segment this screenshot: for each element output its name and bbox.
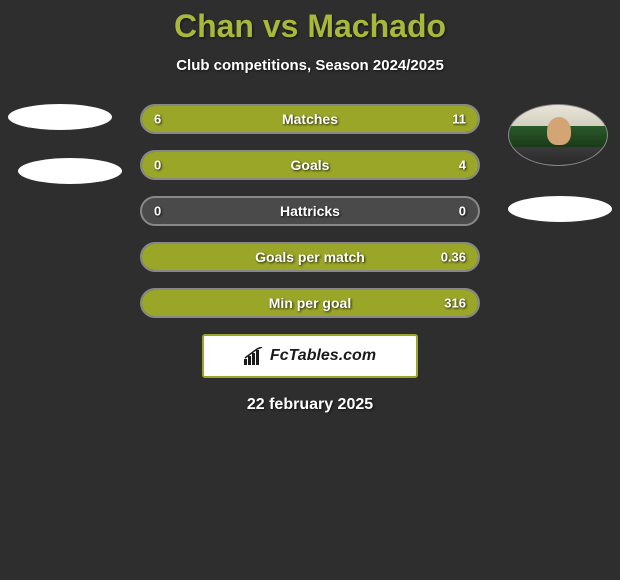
player-left-avatar-1 <box>8 104 112 130</box>
avatars-right <box>508 104 612 222</box>
avatars-left <box>8 104 122 184</box>
bar-value-right: 316 <box>444 296 466 311</box>
stat-bars: 6Matches110Goals40Hattricks0Goals per ma… <box>140 104 480 318</box>
bar-label: Min per goal <box>142 295 478 311</box>
stat-bar: 0Hattricks0 <box>140 196 480 226</box>
stats-area: 6Matches110Goals40Hattricks0Goals per ma… <box>0 104 620 318</box>
brand-badge: FcTables.com <box>202 334 418 378</box>
comparison-infographic: Chan vs Machado Club competitions, Seaso… <box>0 0 620 414</box>
player-right-avatar-blank <box>508 196 612 222</box>
bar-value-left: 0 <box>154 204 161 219</box>
bar-value-right: 0.36 <box>441 250 466 265</box>
footer-date: 22 february 2025 <box>0 396 620 414</box>
stat-bar: 0Goals4 <box>140 150 480 180</box>
bar-label: Hattricks <box>142 203 478 219</box>
stat-bar: 6Matches11 <box>140 104 480 134</box>
bar-value-right: 4 <box>459 158 466 173</box>
page-title: Chan vs Machado <box>0 8 620 45</box>
bar-value-right: 11 <box>452 112 466 127</box>
stat-bar: Min per goal316 <box>140 288 480 318</box>
player-right-avatar-photo <box>508 104 608 166</box>
bar-label: Goals per match <box>142 249 478 265</box>
bar-label: Goals <box>142 157 478 173</box>
bar-value-left: 6 <box>154 112 161 127</box>
chart-icon <box>244 347 264 365</box>
bar-label: Matches <box>142 111 478 127</box>
bar-value-left: 0 <box>154 158 161 173</box>
brand-text: FcTables.com <box>270 347 376 365</box>
stat-bar: Goals per match0.36 <box>140 242 480 272</box>
player-left-avatar-2 <box>18 158 122 184</box>
bar-value-right: 0 <box>459 204 466 219</box>
subtitle: Club competitions, Season 2024/2025 <box>0 57 620 74</box>
